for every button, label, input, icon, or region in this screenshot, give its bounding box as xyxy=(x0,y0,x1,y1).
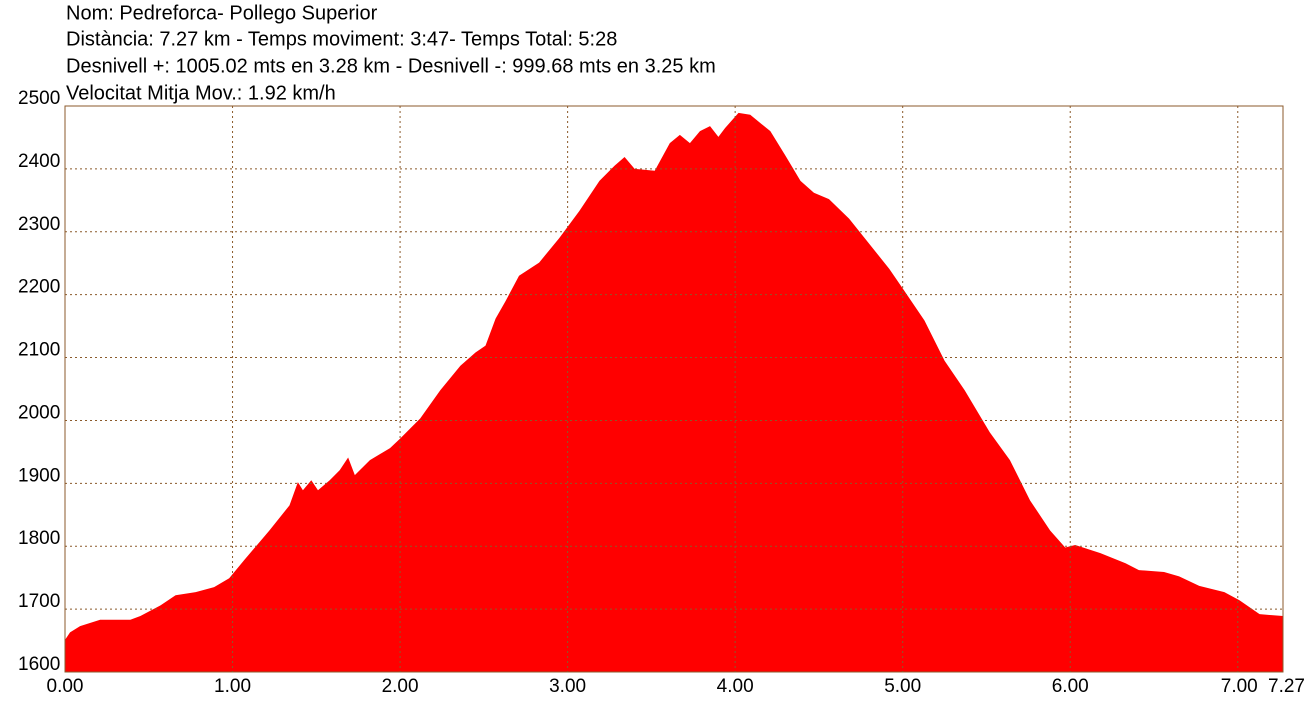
subtitle: Velocitat Mitja Mov.: 1.92 km/h xyxy=(66,82,336,104)
y-tick-label: 1800 xyxy=(18,528,60,549)
x-tick-label: 5.00 xyxy=(884,676,921,697)
y-tick-label: 1700 xyxy=(18,591,60,612)
x-tick-label: 1.00 xyxy=(214,676,251,697)
y-tick-label: 2000 xyxy=(18,402,60,423)
y-tick-label: 1900 xyxy=(18,465,60,486)
x-tick-label: 0.00 xyxy=(47,676,84,697)
subtitle: Distància: 7.27 km - Temps moviment: 3:4… xyxy=(66,28,617,50)
x-tick-label: 3.00 xyxy=(549,676,586,697)
y-tick-label: 2100 xyxy=(18,340,60,361)
y-tick-label: 2400 xyxy=(18,151,60,172)
x-tick-label: 7.00 xyxy=(1221,676,1258,697)
chart-title: Nom: Pedreforca- Pollego Superior xyxy=(66,2,378,24)
y-tick-label: 1600 xyxy=(18,654,60,675)
subtitle: Desnivell +: 1005.02 mts en 3.28 km - De… xyxy=(66,55,716,77)
y-tick-label: 2200 xyxy=(18,277,60,298)
y-tick-label: 2500 xyxy=(18,88,60,109)
elevation-area xyxy=(65,112,1283,672)
y-tick-label: 2300 xyxy=(18,214,60,235)
x-tick-label: 6.00 xyxy=(1052,676,1089,697)
x-tick-label: 7.27 xyxy=(1268,676,1305,697)
plot-frame xyxy=(64,105,1284,673)
x-tick-label: 4.00 xyxy=(717,676,754,697)
x-tick-label: 2.00 xyxy=(382,676,419,697)
